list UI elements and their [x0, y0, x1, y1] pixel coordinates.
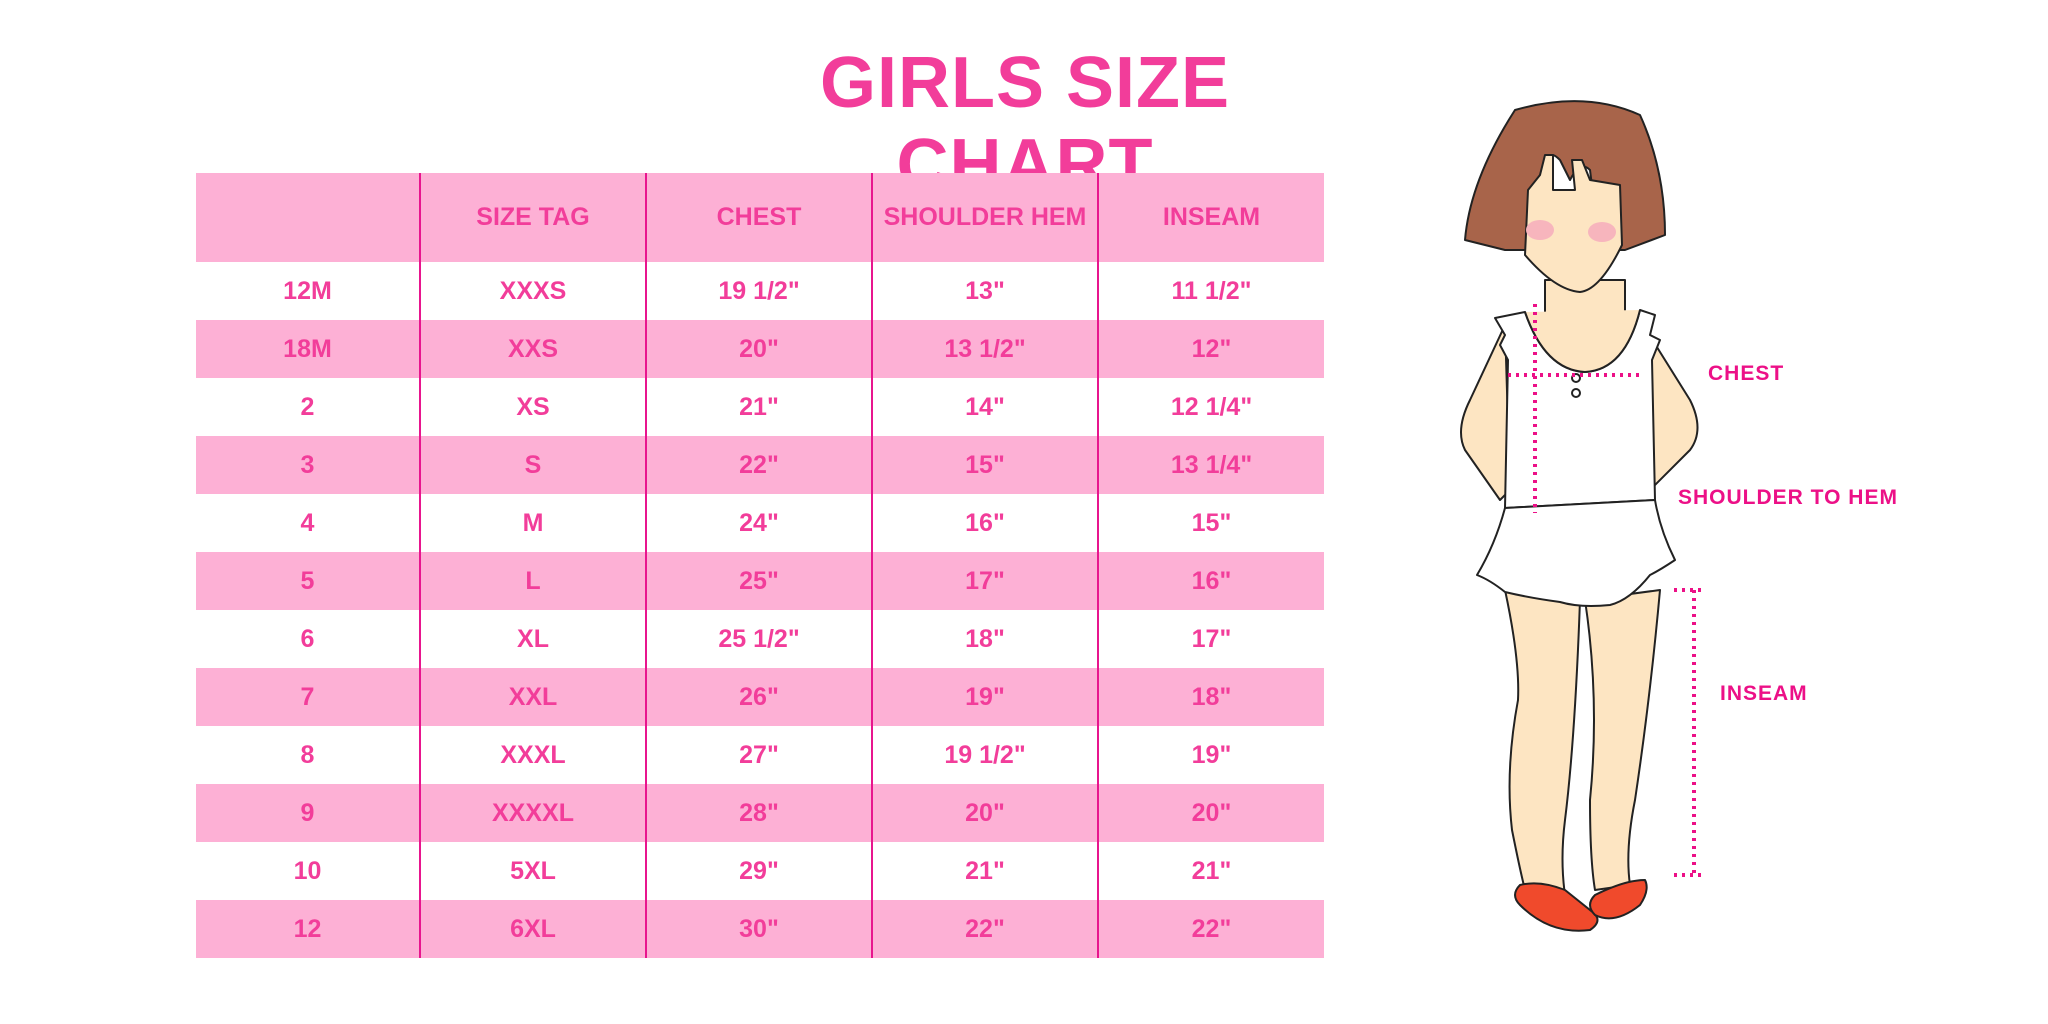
cell-size-tag: S — [419, 436, 646, 494]
cell-size: 12 — [196, 900, 420, 958]
table-row: 3 S 22" 15" 13 1/4" — [196, 436, 1324, 494]
cell-inseam: 13 1/4" — [1097, 436, 1324, 494]
shoulder-to-hem-label: SHOULDER TO HEM — [1678, 486, 1898, 509]
cell-shoulder-hem: 16" — [871, 494, 1098, 552]
cell-size-tag: XXS — [419, 320, 646, 378]
cell-size-tag: XS — [419, 378, 646, 436]
cell-size: 9 — [196, 784, 420, 842]
right-shoe — [1589, 879, 1648, 920]
page-title: GIRLS SIZE CHART — [819, 43, 1231, 205]
cell-chest: 22" — [645, 436, 872, 494]
skirt — [1476, 499, 1676, 607]
header-size-tag: SIZE TAG — [419, 173, 646, 262]
table-header-row: SIZE TAG CHEST SHOULDER HEM INSEAM — [196, 173, 1324, 262]
header-size — [196, 173, 420, 262]
cell-shoulder-hem: 19" — [871, 668, 1098, 726]
cell-size: 12M — [283, 276, 332, 305]
left-shoe — [1514, 882, 1599, 932]
cell-shoulder-hem: 17" — [871, 552, 1098, 610]
chest-label: CHEST — [1708, 362, 1785, 385]
cell-size: 7 — [196, 668, 420, 726]
cell-shoulder-hem: 14" — [871, 378, 1098, 436]
cell-inseam: 15" — [1097, 494, 1324, 552]
cell-chest: 25 1/2" — [645, 610, 872, 668]
cell-chest: 19 1/2" — [645, 262, 872, 320]
cell-chest: 21" — [645, 378, 872, 436]
cell-inseam: 22" — [1097, 900, 1324, 958]
table-row: 12 6XL 30" 22" 22" — [196, 900, 1324, 958]
cell-size: 2 — [300, 392, 315, 421]
face — [1524, 154, 1623, 293]
header-shoulder-hem: SHOULDER HEM — [871, 173, 1098, 262]
cell-chest: 27" — [645, 726, 872, 784]
cell-size: 8 — [300, 740, 315, 769]
shirt-neckline — [1524, 309, 1641, 373]
table-row: 2 XS 21" 14" 12 1/4" — [196, 378, 1324, 436]
cell-chest: 26" — [645, 668, 872, 726]
cell-size: 4 — [300, 508, 315, 537]
header-inseam: INSEAM — [1097, 173, 1324, 262]
cell-size-tag: XXXS — [419, 262, 646, 320]
right-cheek — [1588, 222, 1616, 242]
cell-chest: 24" — [645, 494, 872, 552]
button-icon — [1571, 388, 1581, 398]
cell-inseam: 20" — [1097, 784, 1324, 842]
cell-size-tag: XXXXL — [419, 784, 646, 842]
cell-inseam: 18" — [1097, 668, 1324, 726]
cell-chest: 29" — [645, 842, 872, 900]
right-leg — [1584, 589, 1661, 891]
cell-size-tag: XXXL — [419, 726, 646, 784]
cell-size-tag: M — [419, 494, 646, 552]
table-row: 4 M 24" 16" 15" — [196, 494, 1324, 552]
inseam-label: INSEAM — [1720, 682, 1808, 705]
cell-inseam: 12 1/4" — [1097, 378, 1324, 436]
size-chart-table: SIZE TAG CHEST SHOULDER HEM INSEAM 12M XX… — [196, 173, 1324, 958]
cell-size: 5 — [196, 552, 420, 610]
cell-size: 3 — [196, 436, 420, 494]
left-cheek — [1526, 220, 1554, 240]
cell-shoulder-hem: 13" — [871, 262, 1098, 320]
cell-shoulder-hem: 20" — [871, 784, 1098, 842]
table-row: 6 XL 25 1/2" 18" 17" — [196, 610, 1324, 668]
cell-inseam: 21" — [1097, 842, 1324, 900]
table-row: 9 XXXXL 28" 20" 20" — [196, 784, 1324, 842]
cell-shoulder-hem: 21" — [871, 842, 1098, 900]
cell-inseam: 19" — [1097, 726, 1324, 784]
cell-shoulder-hem: 15" — [871, 436, 1098, 494]
cell-inseam: 17" — [1097, 610, 1324, 668]
cell-chest: 30" — [645, 900, 872, 958]
cell-shoulder-hem: 22" — [871, 900, 1098, 958]
cell-shoulder-hem: 19 1/2" — [871, 726, 1098, 784]
cell-size: 18M — [196, 320, 420, 378]
cell-shoulder-hem: 18" — [871, 610, 1098, 668]
table-row: 10 5XL 29" 21" 21" — [196, 842, 1324, 900]
cell-shoulder-hem: 13 1/2" — [871, 320, 1098, 378]
cell-chest: 28" — [645, 784, 872, 842]
left-leg — [1504, 589, 1581, 896]
table-row: 5 L 25" 17" 16" — [196, 552, 1324, 610]
left-arm — [1460, 324, 1511, 501]
cell-size-tag: XL — [419, 610, 646, 668]
cell-chest: 20" — [645, 320, 872, 378]
cell-size-tag: 5XL — [419, 842, 646, 900]
cell-inseam: 11 1/2" — [1097, 262, 1324, 320]
cell-size: 10 — [293, 856, 322, 885]
cell-chest: 25" — [645, 552, 872, 610]
table-row: 12M XXXS 19 1/2" 13" 11 1/2" — [196, 262, 1324, 320]
header-chest: CHEST — [645, 173, 872, 262]
table-row: 8 XXXL 27" 19 1/2" 19" — [196, 726, 1324, 784]
table-row: 7 XXL 26" 19" 18" — [196, 668, 1324, 726]
cell-size-tag: 6XL — [419, 900, 646, 958]
cell-inseam: 12" — [1097, 320, 1324, 378]
cell-size: 6 — [300, 624, 315, 653]
cell-size-tag: XXL — [419, 668, 646, 726]
cell-inseam: 16" — [1097, 552, 1324, 610]
table-row: 18M XXS 20" 13 1/2" 12" — [196, 320, 1324, 378]
cell-size-tag: L — [419, 552, 646, 610]
